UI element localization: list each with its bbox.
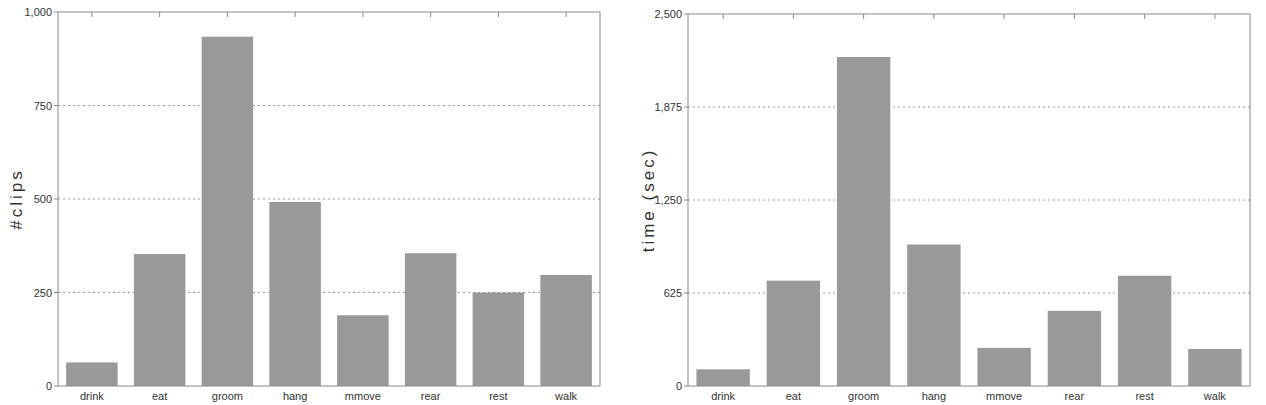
y-tick-label: 0 <box>676 380 682 392</box>
x-tick-label: drink <box>711 390 735 402</box>
y-tick-label: 250 <box>34 287 52 299</box>
x-tick-label: hang <box>922 390 946 402</box>
bar <box>837 57 890 386</box>
x-tick <box>1144 14 1145 19</box>
x-tick <box>723 14 724 19</box>
y-tick-label: 1,000 <box>24 6 52 18</box>
x-tick-label: walk <box>1203 390 1227 402</box>
bar <box>405 253 456 386</box>
grid-line <box>58 105 600 106</box>
y-tick <box>684 14 688 15</box>
bar <box>1118 276 1171 386</box>
x-tick <box>566 12 567 17</box>
x-tick <box>1004 14 1005 19</box>
x-tick <box>159 12 160 17</box>
x-tick <box>91 12 92 17</box>
bar <box>540 275 591 386</box>
bar <box>907 244 960 386</box>
bars <box>696 57 1241 386</box>
bar <box>696 369 749 386</box>
x-tick <box>1074 14 1075 19</box>
y-tick-label: 2,500 <box>654 8 682 20</box>
y-tick <box>684 107 688 108</box>
x-tick <box>227 12 228 17</box>
bars <box>66 37 592 386</box>
x-tick-label: rest <box>1135 390 1153 402</box>
x-tick-label: walk <box>554 390 578 402</box>
x-tick-label: mmove <box>986 390 1022 402</box>
y-tick <box>54 199 58 200</box>
y-tick-label: 0 <box>46 380 52 392</box>
bar <box>1188 349 1241 386</box>
y-tick-label: 750 <box>34 100 52 112</box>
bar <box>767 281 820 386</box>
plot-frame <box>688 14 1250 386</box>
bar <box>977 348 1030 386</box>
bar <box>1048 311 1101 386</box>
x-tick-label: groom <box>212 390 243 402</box>
y-axis-label: #clips <box>7 168 26 229</box>
grid-line <box>58 199 600 200</box>
grid-line <box>688 200 1250 201</box>
x-tick-label: eat <box>152 390 167 402</box>
x-tick <box>362 12 363 17</box>
x-tick-label: drink <box>80 390 104 402</box>
bar <box>473 293 524 387</box>
x-tick <box>933 14 934 19</box>
y-tick-label: 625 <box>664 287 682 299</box>
y-tick <box>54 105 58 106</box>
x-tick-label: rest <box>489 390 507 402</box>
y-axis-label: time (sec) <box>639 148 658 253</box>
x-tick-label: eat <box>786 390 801 402</box>
y-tick <box>684 293 688 294</box>
y-tick <box>684 386 688 387</box>
x-tick <box>295 12 296 17</box>
x-tick-label: mmove <box>345 390 381 402</box>
y-tick-label: 1,875 <box>654 101 682 113</box>
plot-frame <box>58 12 600 386</box>
chart-panel: 0 625 1,250 1,875 2,500 drink eat groom hang mmov… <box>639 8 1250 402</box>
bar <box>269 202 320 386</box>
x-tick-label: rear <box>421 390 441 402</box>
bar <box>134 254 185 386</box>
y-tick-label: 500 <box>34 193 52 205</box>
x-tick <box>863 14 864 19</box>
figure: 0 250 500 750 1,000 drink eat groom hang mmove rea… <box>0 0 1266 405</box>
grid-line <box>688 107 1250 108</box>
x-tick <box>793 14 794 19</box>
y-tick <box>684 200 688 201</box>
x-tick-label: hang <box>283 390 307 402</box>
x-tick-label: rear <box>1065 390 1085 402</box>
y-tick <box>54 292 58 293</box>
x-tick-label: groom <box>848 390 879 402</box>
y-tick <box>54 386 58 387</box>
x-tick <box>430 12 431 17</box>
bar <box>66 362 117 386</box>
chart-panel: 0 250 500 750 1,000 drink eat groom hang mmove rea… <box>7 6 600 402</box>
bar <box>202 37 253 386</box>
y-tick <box>54 12 58 13</box>
bar <box>337 315 388 386</box>
x-tick <box>1214 14 1215 19</box>
x-tick <box>498 12 499 17</box>
y-tick-label: 1,250 <box>654 194 682 206</box>
